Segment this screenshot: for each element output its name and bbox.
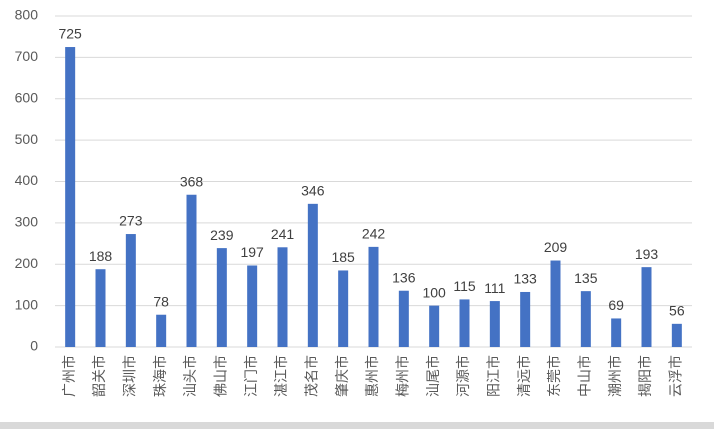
x-tick-label: 清远市 [516,355,532,397]
value-label: 115 [453,278,476,294]
x-tick-label: 汕头市 [182,355,198,397]
x-tick-label: 茂名市 [304,355,320,397]
x-tick-label: 揭阳市 [637,355,653,397]
value-label: 239 [210,227,234,243]
bar [307,203,318,347]
bar [580,291,591,347]
value-label: 185 [331,249,355,265]
bottom-strip [0,422,714,429]
bar [65,47,76,347]
value-label: 56 [669,303,685,319]
bar [398,290,409,347]
y-tick-label: 200 [15,255,39,271]
x-tick-label: 汕尾市 [425,355,441,397]
value-label: 241 [271,226,295,242]
x-tick-label: 阳江市 [486,355,502,397]
value-label: 242 [362,226,386,242]
x-tick-label: 河源市 [455,355,471,397]
y-tick-label: 0 [30,338,38,354]
value-label: 725 [58,26,82,42]
value-label: 100 [422,284,446,300]
x-tick-label: 珠海市 [152,355,168,397]
bar [520,291,531,347]
value-label: 368 [180,173,204,189]
y-tick-label: 300 [15,214,39,230]
bar [125,234,136,347]
x-tick-label: 江门市 [243,355,259,397]
bar [216,248,227,347]
bar [368,246,379,347]
y-tick-label: 600 [15,89,39,105]
bar [671,323,682,347]
y-tick-label: 800 [15,7,39,23]
value-label: 135 [574,270,598,286]
x-tick-label: 东莞市 [546,355,562,397]
bar [338,270,349,347]
value-label: 133 [513,271,537,287]
y-tick-label: 700 [15,48,39,64]
x-tick-label: 惠州市 [364,355,380,397]
value-label: 111 [484,280,505,296]
x-tick-label: 广州市 [61,355,77,397]
bar [550,260,561,347]
value-label: 193 [635,246,659,262]
value-label: 69 [608,297,624,313]
value-label: 197 [240,244,264,260]
y-tick-label: 400 [15,172,39,188]
value-label: 209 [544,239,568,255]
bar [641,267,652,347]
bar [156,314,167,347]
x-tick-label: 佛山市 [213,355,229,397]
x-tick-label: 深圳市 [122,355,138,397]
value-label: 188 [89,248,113,264]
value-label: 136 [392,269,416,285]
value-label: 346 [301,183,325,199]
bar [489,301,500,347]
x-tick-label: 梅州市 [395,355,411,397]
bar [429,305,440,347]
x-tick-label: 中山市 [577,355,593,397]
y-tick-label: 100 [15,296,39,312]
bar [95,269,106,347]
bar [459,299,470,347]
bar [611,318,622,347]
x-tick-label: 韶关市 [91,355,107,397]
value-label: 273 [119,213,143,229]
y-tick-label: 500 [15,131,39,147]
x-tick-label: 潮州市 [607,355,623,397]
bar [186,194,197,347]
x-tick-label: 云浮市 [668,355,684,397]
bar [277,247,288,347]
x-tick-label: 湛江市 [273,355,289,397]
value-label: 78 [153,293,169,309]
bar [247,265,258,347]
x-tick-label: 肇庆市 [334,355,350,397]
